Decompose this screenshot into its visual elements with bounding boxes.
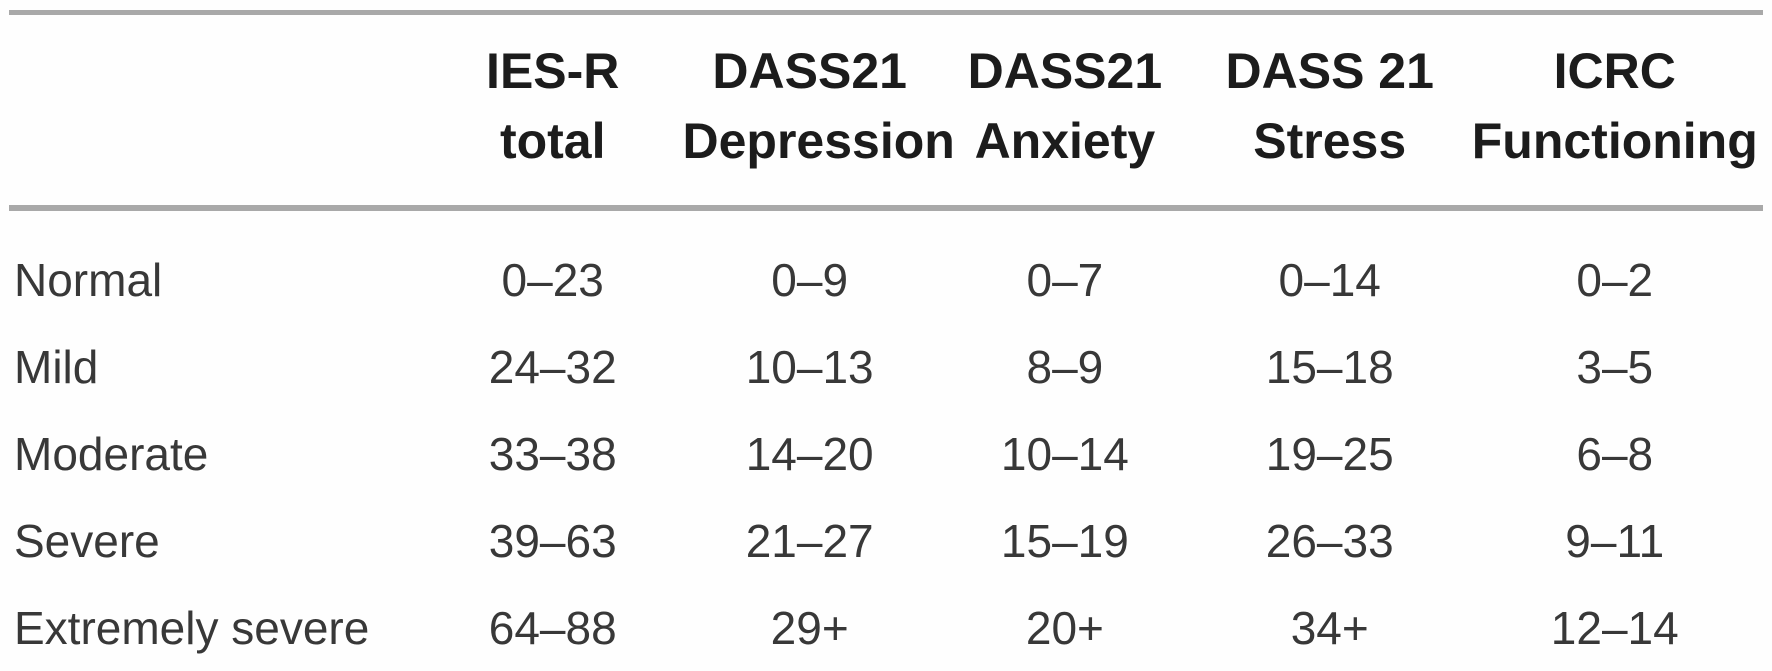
table-cell: 64–88: [488, 601, 617, 654]
table-cell: 19–25: [1265, 427, 1394, 480]
table-cell: 15–19: [1000, 514, 1129, 567]
table-body: Normal 0–23 0–9 0–7 0–14 0–2 Mild 24–32 …: [9, 208, 1763, 671]
row-label: Moderate: [14, 427, 209, 480]
col-header-dass21-depression: DASS21 Depression: [682, 12, 955, 211]
table-cell: 6–8: [1576, 427, 1654, 480]
table-cell: 9–11: [1565, 514, 1665, 567]
col-header-icrc-functioning: ICRC Functioning: [1466, 12, 1763, 211]
row-label: Mild: [14, 340, 99, 393]
header-row: IES-R total DASS21 Depression DASS21 Anx…: [9, 12, 1763, 211]
table-cell: 14–20: [745, 427, 874, 480]
col-header-empty: [9, 12, 423, 211]
table-cell: 26–33: [1265, 514, 1394, 567]
row-label: Severe: [14, 514, 160, 567]
row-label: Extremely severe: [14, 601, 370, 654]
table-cell: 0–7: [1026, 253, 1104, 306]
table-cell: 12–14: [1550, 601, 1679, 654]
table-cell: 0–14: [1278, 253, 1381, 306]
col-header-iesr-total: IES-R total: [422, 12, 683, 211]
table-cell: 24–32: [488, 340, 617, 393]
table-row: Normal 0–23 0–9 0–7 0–14 0–2: [9, 208, 1763, 323]
table-cell: 20+: [1025, 601, 1104, 654]
col-header-line: IES-R: [486, 43, 620, 99]
col-header-line: Functioning: [1471, 113, 1758, 169]
table-header: IES-R total DASS21 Depression DASS21 Anx…: [9, 12, 1763, 211]
col-header-line: total: [499, 113, 606, 169]
table-cell: 21–27: [745, 514, 874, 567]
table-cell: 3–5: [1576, 340, 1654, 393]
table-cell: 8–9: [1026, 340, 1104, 393]
table-cell: 10–14: [1000, 427, 1129, 480]
col-header-line: DASS21: [967, 43, 1163, 99]
col-header-line: DASS 21: [1225, 43, 1434, 99]
table-row: Mild 24–32 10–13 8–9 15–18 3–5: [9, 323, 1763, 410]
col-header-line: Depression: [682, 113, 955, 169]
table-figure: IES-R total DASS21 Depression DASS21 Anx…: [9, 10, 1763, 671]
row-label: Normal: [14, 253, 163, 306]
table-cell: 15–18: [1265, 340, 1394, 393]
col-header-dass21-stress: DASS 21 Stress: [1192, 12, 1467, 211]
table-row: Severe 39–63 21–27 15–19 26–33 9–11: [9, 497, 1763, 584]
table-cell: 0–2: [1576, 253, 1654, 306]
col-header-line: Anxiety: [974, 113, 1156, 169]
col-header-line: Stress: [1253, 113, 1407, 169]
table-cell: 0–23: [501, 253, 604, 306]
severity-table: IES-R total DASS21 Depression DASS21 Anx…: [9, 10, 1763, 671]
table-cell: 10–13: [745, 340, 874, 393]
table-cell: 33–38: [488, 427, 617, 480]
table-cell: 29+: [770, 601, 849, 654]
table-row: Extremely severe 64–88 29+ 20+ 34+ 12–14: [9, 584, 1763, 671]
col-header-dass21-anxiety: DASS21 Anxiety: [936, 12, 1193, 211]
table-cell: 39–63: [488, 514, 617, 567]
col-header-line: ICRC: [1553, 43, 1676, 99]
table-row: Moderate 33–38 14–20 10–14 19–25 6–8: [9, 410, 1763, 497]
col-header-line: DASS21: [712, 43, 907, 99]
table-cell: 34+: [1290, 601, 1369, 654]
table-cell: 0–9: [771, 253, 849, 306]
